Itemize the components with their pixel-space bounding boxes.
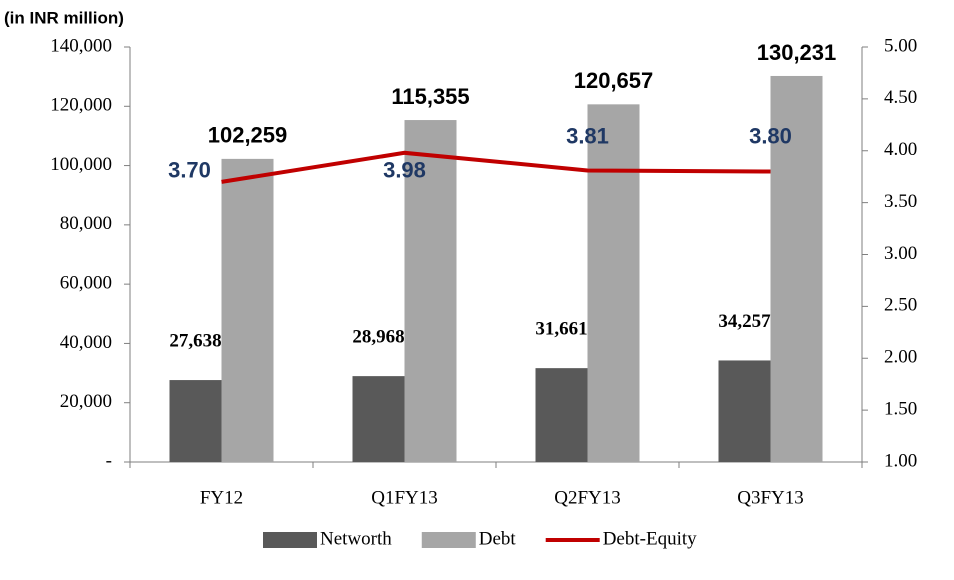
bar (352, 376, 405, 462)
bar (770, 75, 823, 463)
y2-tick-label: 2.00 (884, 347, 917, 368)
bar (404, 120, 457, 463)
line (221, 150, 771, 184)
x-tick-label: Q3FY13 (737, 487, 804, 508)
data-label: 120,657 (574, 68, 654, 93)
x-tick-label: Q2FY13 (554, 487, 621, 508)
data-label: 3.98 (383, 158, 426, 183)
y2-tick-label: 5.00 (884, 35, 917, 56)
data-label: 34,257 (718, 311, 771, 332)
data-label: 130,231 (757, 40, 837, 65)
y-tick-label: - (106, 450, 112, 471)
bar (718, 360, 771, 462)
bar (535, 368, 588, 462)
data-label: 115,355 (391, 84, 469, 109)
bar (587, 104, 640, 462)
y2-tick-label: 1.50 (884, 398, 917, 419)
bar (169, 380, 222, 462)
data-label: 31,661 (535, 319, 587, 340)
y2-tick-label: 4.00 (884, 139, 917, 160)
y2-tick-label: 2.50 (884, 295, 917, 316)
legend-swatch (263, 532, 317, 548)
data-label: 3.81 (566, 123, 609, 148)
data-label: 3.80 (749, 123, 792, 148)
y-tick-label: 20,000 (60, 391, 112, 412)
y-tick-label: 100,000 (50, 154, 112, 175)
legend-swatch (421, 532, 476, 548)
data-label: 102,259 (208, 123, 288, 148)
y-tick-label: 80,000 (60, 213, 112, 234)
y-tick-label: 40,000 (60, 332, 112, 353)
legend-label: Networth (320, 528, 392, 549)
y-tick-label: 140,000 (50, 35, 112, 56)
legend-label: Debt (479, 528, 517, 549)
data-label: 3.70 (168, 158, 211, 183)
x-tick-label: Q1FY13 (371, 487, 438, 508)
y2-tick-label: 1.00 (884, 450, 917, 471)
y2-tick-label: 3.00 (884, 243, 917, 264)
chart-subtitle: (in INR million) (4, 8, 124, 27)
y-tick-label: 60,000 (60, 273, 112, 294)
bar (221, 158, 274, 462)
data-label: 28,968 (352, 326, 404, 347)
y2-tick-label: 4.50 (884, 87, 917, 108)
x-tick-label: FY12 (200, 487, 243, 508)
data-label: 27,638 (169, 330, 221, 351)
legend-label: Debt-Equity (603, 528, 697, 549)
y-tick-label: 120,000 (50, 95, 112, 116)
y2-tick-label: 3.50 (884, 191, 917, 212)
